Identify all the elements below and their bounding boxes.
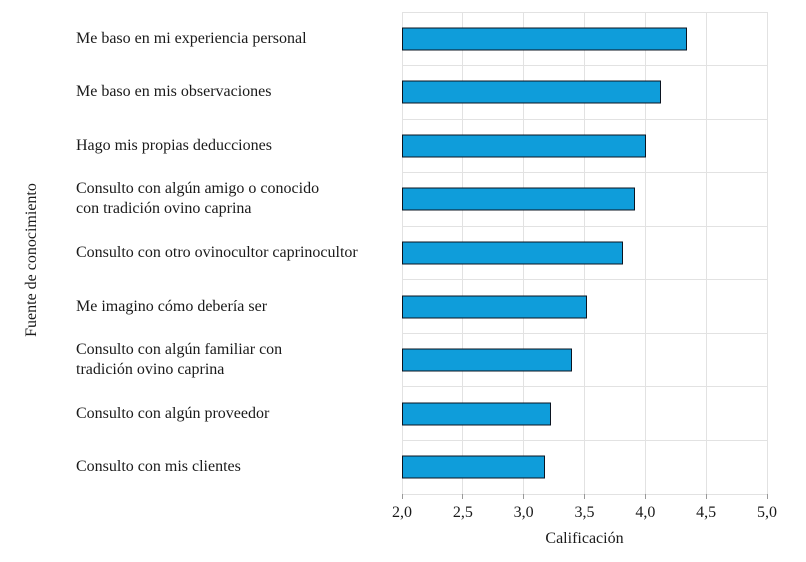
vertical-gridline	[644, 12, 646, 494]
category-label: Consulto con otro ovinocultor caprinocul…	[76, 243, 358, 261]
x-axis-tick-label: 3,5	[574, 504, 595, 521]
y-axis-title: Fuente de conocimiento	[23, 183, 40, 337]
x-axis-tick-mark	[462, 494, 464, 499]
bar	[402, 295, 587, 319]
x-axis-tick-label: 4,5	[696, 504, 717, 521]
bar	[402, 134, 647, 158]
category-label: Me baso en mis observaciones	[76, 83, 272, 101]
x-axis-tick-mark	[644, 494, 646, 499]
category-label: Consulto con algún proveedor	[76, 404, 270, 422]
vertical-gridline	[705, 12, 707, 494]
x-axis-tick-mark	[705, 494, 707, 499]
x-axis-tick-mark	[523, 494, 525, 499]
category-label: Me baso en mi experiencia personal	[76, 29, 307, 47]
x-axis-tick-label: 5,0	[757, 504, 777, 521]
category-label: Hago mis propias deducciones	[76, 136, 272, 154]
x-axis-tick-mark	[401, 494, 403, 499]
x-axis-tick-mark	[584, 494, 585, 499]
bar	[402, 348, 572, 372]
category-label: Me imagino cómo debería ser	[76, 297, 268, 315]
bar	[402, 241, 623, 265]
bar	[402, 402, 552, 426]
bar	[402, 80, 661, 104]
category-label: Consulto con algún familiar con tradició…	[76, 341, 283, 379]
bar	[402, 27, 688, 51]
bar	[402, 455, 546, 479]
x-axis-tick-label: 3,0	[513, 504, 534, 521]
bar	[402, 187, 636, 211]
x-axis-tick-label: 2,0	[392, 504, 412, 521]
x-axis-tick-mark	[766, 494, 768, 499]
vertical-gridline	[766, 12, 768, 494]
plot-area: 2,0 2,5 3,0 3,5 4,0 4,5 5,0	[392, 11, 777, 521]
x-axis-title: Calificación	[545, 530, 624, 547]
category-label: Consulto con algún amigo o conocido con …	[76, 180, 320, 218]
x-axis-tick-label: 4,0	[635, 504, 656, 521]
x-axis-tick-label: 2,5	[452, 504, 473, 521]
category-label-column: Me baso en mi experiencia personal Me bas…	[76, 12, 398, 494]
category-label: Consulto con mis clientes	[76, 458, 241, 476]
